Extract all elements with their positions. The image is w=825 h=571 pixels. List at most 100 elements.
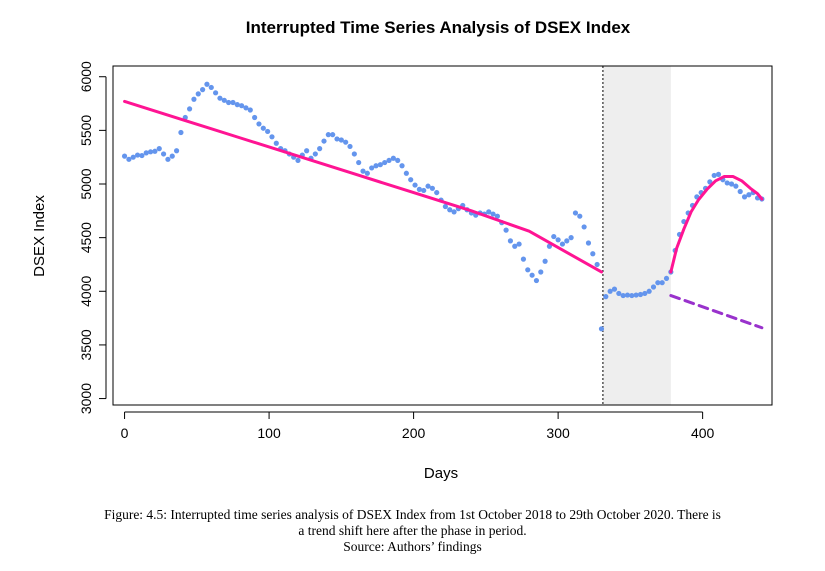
data-point	[217, 95, 223, 101]
data-point	[208, 84, 214, 91]
data-point	[412, 182, 418, 188]
data-point	[663, 275, 670, 282]
y-tick-label: 4000	[78, 276, 94, 307]
data-point	[390, 155, 396, 161]
data-point	[143, 150, 149, 156]
data-point	[226, 99, 232, 106]
data-point	[737, 188, 743, 195]
data-point	[715, 171, 722, 177]
y-tick-label: 3500	[78, 329, 94, 360]
data-point	[525, 267, 531, 273]
figure-caption: Figure: 4.5: Interrupted time series ana…	[10, 507, 815, 555]
data-point	[126, 156, 132, 162]
data-point	[178, 129, 184, 136]
data-point	[121, 153, 128, 159]
data-point	[429, 185, 435, 191]
y-tick-label: 5500	[78, 115, 94, 146]
data-point	[542, 258, 548, 264]
data-point	[741, 194, 748, 200]
data-point	[130, 154, 136, 160]
data-point	[607, 288, 613, 294]
data-point	[447, 207, 453, 213]
data-point	[650, 284, 657, 290]
caption-source: Source: Authors’ findings	[343, 539, 482, 554]
data-point	[356, 159, 362, 166]
plot-frame	[112, 65, 773, 406]
data-point	[399, 163, 405, 169]
x-tick-label: 100	[257, 425, 281, 441]
data-point	[139, 152, 145, 159]
data-point	[330, 132, 336, 138]
counterfactual-trend-line	[669, 294, 764, 330]
data-point	[247, 107, 253, 113]
data-point	[581, 224, 587, 230]
caption-line-2: a trend shift here after the phase in pe…	[298, 523, 527, 538]
caption-line-1: Figure: 4.5: Interrupted time series ana…	[104, 507, 721, 522]
y-tick-label: 4500	[78, 222, 94, 253]
data-point	[603, 294, 609, 300]
data-point	[134, 152, 141, 158]
data-point	[373, 163, 379, 169]
data-point	[655, 280, 661, 286]
data-point	[156, 146, 162, 152]
data-point	[529, 272, 535, 278]
data-point	[386, 157, 392, 164]
data-point	[629, 292, 635, 299]
data-point	[221, 97, 227, 103]
data-point	[369, 165, 375, 171]
data-point	[577, 213, 583, 219]
data-point	[711, 172, 717, 179]
phase-in-shade	[602, 66, 671, 405]
data-point	[169, 153, 175, 159]
data-point	[538, 269, 544, 275]
data-point	[325, 132, 331, 138]
data-point	[746, 192, 752, 198]
data-point	[230, 99, 236, 106]
data-point	[533, 277, 540, 284]
data-point	[520, 256, 527, 262]
data-point	[265, 128, 271, 135]
data-point	[624, 292, 631, 298]
data-point	[204, 81, 210, 87]
data-point	[659, 280, 665, 286]
data-point	[408, 177, 414, 183]
data-point	[295, 157, 301, 164]
data-point	[152, 148, 158, 154]
post-intervention-trend-line	[669, 174, 764, 274]
data-point	[633, 292, 639, 298]
data-point	[564, 238, 570, 244]
data-point	[568, 235, 574, 241]
data-point	[451, 209, 457, 215]
x-tick-label: 0	[121, 425, 129, 441]
data-point	[503, 227, 509, 233]
data-point	[507, 238, 514, 244]
data-point	[382, 159, 388, 166]
data-point	[724, 180, 730, 186]
data-point	[165, 156, 171, 162]
y-tick-label: 5000	[78, 168, 94, 199]
data-point	[616, 290, 622, 297]
data-point	[516, 241, 522, 247]
data-point	[256, 121, 262, 127]
data-point	[590, 251, 596, 257]
data-point	[728, 181, 735, 187]
data-point	[273, 140, 279, 146]
data-point	[317, 146, 323, 152]
data-point	[334, 136, 340, 142]
data-point	[213, 90, 219, 96]
chart-title: Interrupted Time Series Analysis of DSEX…	[246, 18, 631, 37]
data-point	[555, 237, 561, 243]
x-tick-label: 300	[546, 425, 570, 441]
data-point	[269, 134, 275, 140]
data-point	[343, 139, 349, 145]
data-point	[551, 233, 557, 240]
x-tick-label: 400	[691, 425, 715, 441]
y-axis: 3000 3500 4000 4500 5000 5500 6000	[78, 61, 107, 414]
data-point	[195, 91, 201, 97]
data-point	[312, 151, 318, 157]
y-tick-label: 6000	[78, 61, 94, 92]
y-tick-label: 3000	[78, 383, 94, 414]
data-point	[425, 183, 431, 189]
data-point	[243, 105, 249, 111]
data-point	[403, 170, 409, 176]
